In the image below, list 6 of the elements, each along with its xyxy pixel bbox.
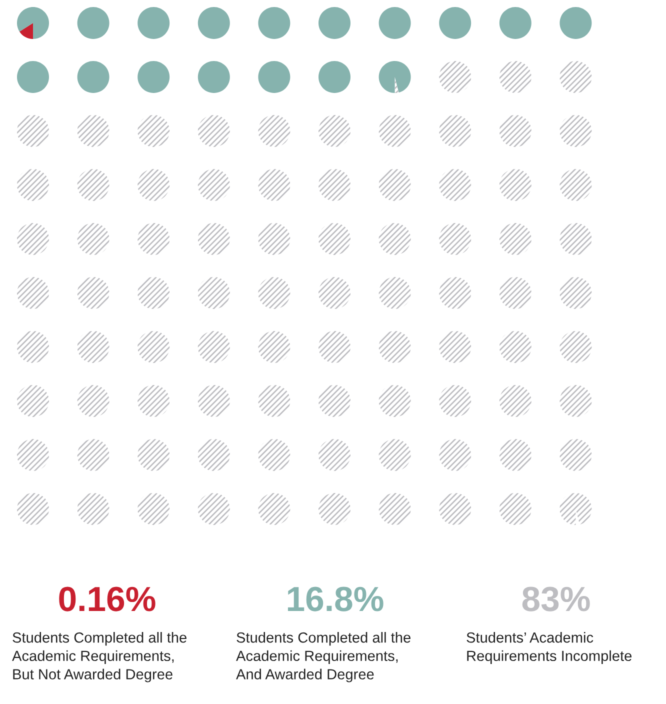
category-label: Students’ Academic Requirements Incomplete xyxy=(466,632,632,664)
data-label: 83% xyxy=(522,586,590,612)
data-label: 16.8% xyxy=(288,586,384,612)
data-label: 0.16% xyxy=(59,586,156,612)
category-label: Students Completed all the Academic Requirements, And Awarded Degree xyxy=(236,632,410,682)
category-label: Students Completed all the Academic Requirements, But Not Awarded Degree xyxy=(12,632,186,682)
